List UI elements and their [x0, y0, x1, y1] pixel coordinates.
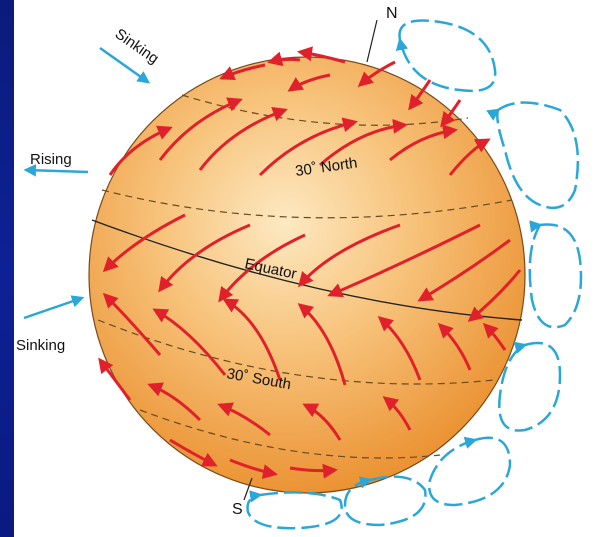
latitude-60s-line: [139, 409, 441, 459]
rising-label: Rising: [30, 151, 72, 168]
convection-cells: [246, 19, 583, 530]
sinking-bottom-arrow: [23, 295, 85, 320]
westerlies-north: [108, 97, 491, 177]
latitude-30s-line: [97, 319, 495, 385]
south-axis-line: [243, 477, 253, 501]
westerlies-south: [98, 357, 412, 441]
southeast-trades: [102, 292, 507, 386]
north-label: N: [386, 5, 398, 22]
latitude-60n-line: [181, 94, 469, 126]
north-axis-line: [366, 19, 378, 63]
northeast-trades: [102, 213, 522, 322]
hadley-cell-south: [498, 343, 562, 432]
sinking-bottom-label: Sinking: [16, 337, 65, 354]
equator-line: [91, 219, 523, 321]
polar-cell-south: [343, 477, 427, 527]
ferrel-cell-north: [497, 103, 580, 210]
hadley-cell-north: [530, 224, 583, 329]
ferrel-cell-south: [428, 438, 512, 507]
polar-easterlies-south: [169, 438, 338, 479]
polar-easterlies-north: [219, 46, 462, 128]
sinking-top-arrow: [99, 46, 151, 84]
rising-arrow: [23, 164, 89, 177]
south-label: S: [232, 501, 243, 518]
bottom-cell: [246, 492, 343, 530]
polar-cell-north: [400, 19, 497, 93]
latitude-30n-line: [101, 189, 513, 219]
